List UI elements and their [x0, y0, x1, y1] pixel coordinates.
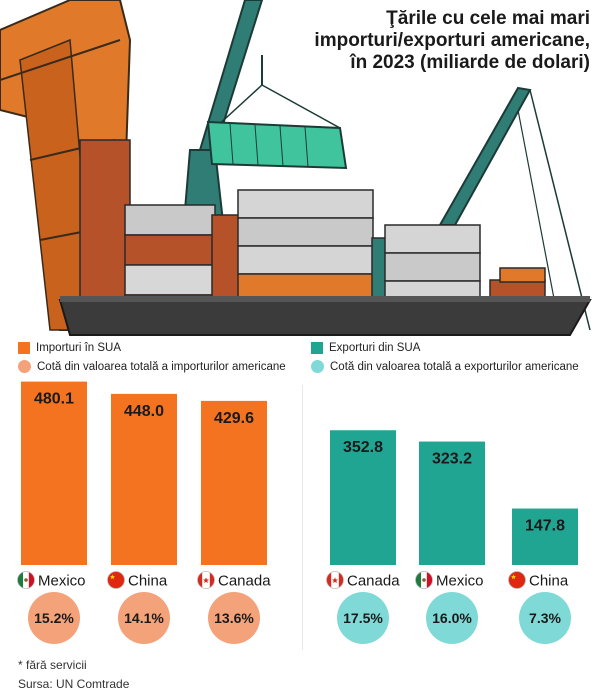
legend-item-exports: Exporturi din SUA — [311, 338, 579, 357]
country-label: Mexico — [38, 573, 86, 590]
ship-hull — [58, 296, 592, 336]
legend-swatch-exports-share — [311, 360, 324, 373]
footnote: * fără servicii — [18, 658, 87, 672]
panel-divider — [302, 385, 303, 650]
bar-mexico — [419, 441, 485, 565]
mexico-flag-icon — [415, 571, 433, 589]
bar-value-label: 448.0 — [124, 403, 164, 420]
country-label-group: Canada — [326, 571, 400, 590]
title-line: Ţările cu cele mai mari — [386, 8, 590, 29]
source: Sursa: UN Comtrade — [18, 677, 130, 691]
legend-imports: Importuri în SUA Cotă din valoarea total… — [18, 338, 286, 376]
legend-item-exports-share: Cotă din valoarea totală a exporturilor … — [311, 357, 579, 376]
bar-china — [512, 508, 578, 565]
country-label-group: China — [508, 571, 569, 590]
legend-item-imports: Importuri în SUA — [18, 338, 286, 357]
country-label: China — [529, 573, 569, 590]
legend-swatch-imports — [18, 341, 30, 354]
china-flag-icon — [508, 571, 526, 589]
imports-chart: 480.1 Mexico 15.2% 448.0 China 14.1% 429.6 Cana… — [17, 381, 271, 644]
legend-swatch-exports — [311, 341, 323, 354]
country-label-group: Canada — [197, 571, 271, 590]
canada-flag-icon — [197, 571, 215, 589]
country-label: China — [128, 573, 168, 590]
country-label-group: China — [107, 571, 168, 590]
share-circle — [426, 592, 478, 644]
share-circle — [28, 592, 80, 644]
share-label: 16.0% — [432, 610, 472, 626]
bar-mexico — [21, 381, 87, 565]
share-label: 14.1% — [124, 610, 164, 626]
legend-label-exports: Exporturi din SUA — [329, 341, 421, 354]
bar-value-label: 147.8 — [525, 518, 565, 535]
share-label: 7.3% — [529, 610, 561, 626]
share-circle — [519, 592, 571, 644]
legend-label-imports: Importuri în SUA — [36, 341, 121, 354]
mexico-flag-icon — [17, 571, 35, 589]
bar-china — [111, 393, 177, 565]
bar-value-label: 480.1 — [34, 391, 74, 408]
share-label: 15.2% — [34, 610, 74, 626]
share-circle — [118, 592, 170, 644]
country-label: Canada — [218, 573, 271, 590]
share-label: 17.5% — [343, 610, 383, 626]
bar-value-label: 323.2 — [432, 451, 472, 468]
bar-value-label: 429.6 — [214, 410, 254, 427]
share-circle — [208, 592, 260, 644]
country-label-group: Mexico — [17, 571, 86, 590]
share-label: 13.6% — [214, 610, 254, 626]
hanging-container — [206, 120, 348, 170]
country-label: Mexico — [436, 573, 484, 590]
exports-chart: 352.8 Canada 17.5% 323.2 Mexico 16.0% 147.8 Chi… — [326, 430, 578, 644]
bar-canada — [201, 400, 267, 565]
canada-flag-icon — [326, 571, 344, 589]
share-circle — [337, 592, 389, 644]
china-flag-icon — [107, 571, 125, 589]
country-label: Canada — [347, 573, 400, 590]
bar-canada — [330, 430, 396, 565]
legend-exports: Exporturi din SUA Cotă din valoarea tota… — [311, 338, 579, 376]
legend-item-imports-share: Cotă din valoarea totală a importurilor … — [18, 357, 286, 376]
title-line: importuri/exporturi americane, — [314, 30, 590, 51]
country-label-group: Mexico — [415, 571, 484, 590]
legend-label-exports-share: Cotă din valoarea totală a exporturilor … — [330, 360, 579, 373]
chart-title: Ţările cu cele mai mari importuri/export… — [260, 8, 590, 74]
port-illustration — [0, 0, 600, 340]
title-line: în 2023 (miliarde de dolari) — [350, 52, 590, 73]
bar-value-label: 352.8 — [343, 439, 383, 456]
legend-swatch-imports-share — [18, 360, 31, 373]
legend-label-imports-share: Cotă din valoarea totală a importurilor … — [37, 360, 286, 373]
